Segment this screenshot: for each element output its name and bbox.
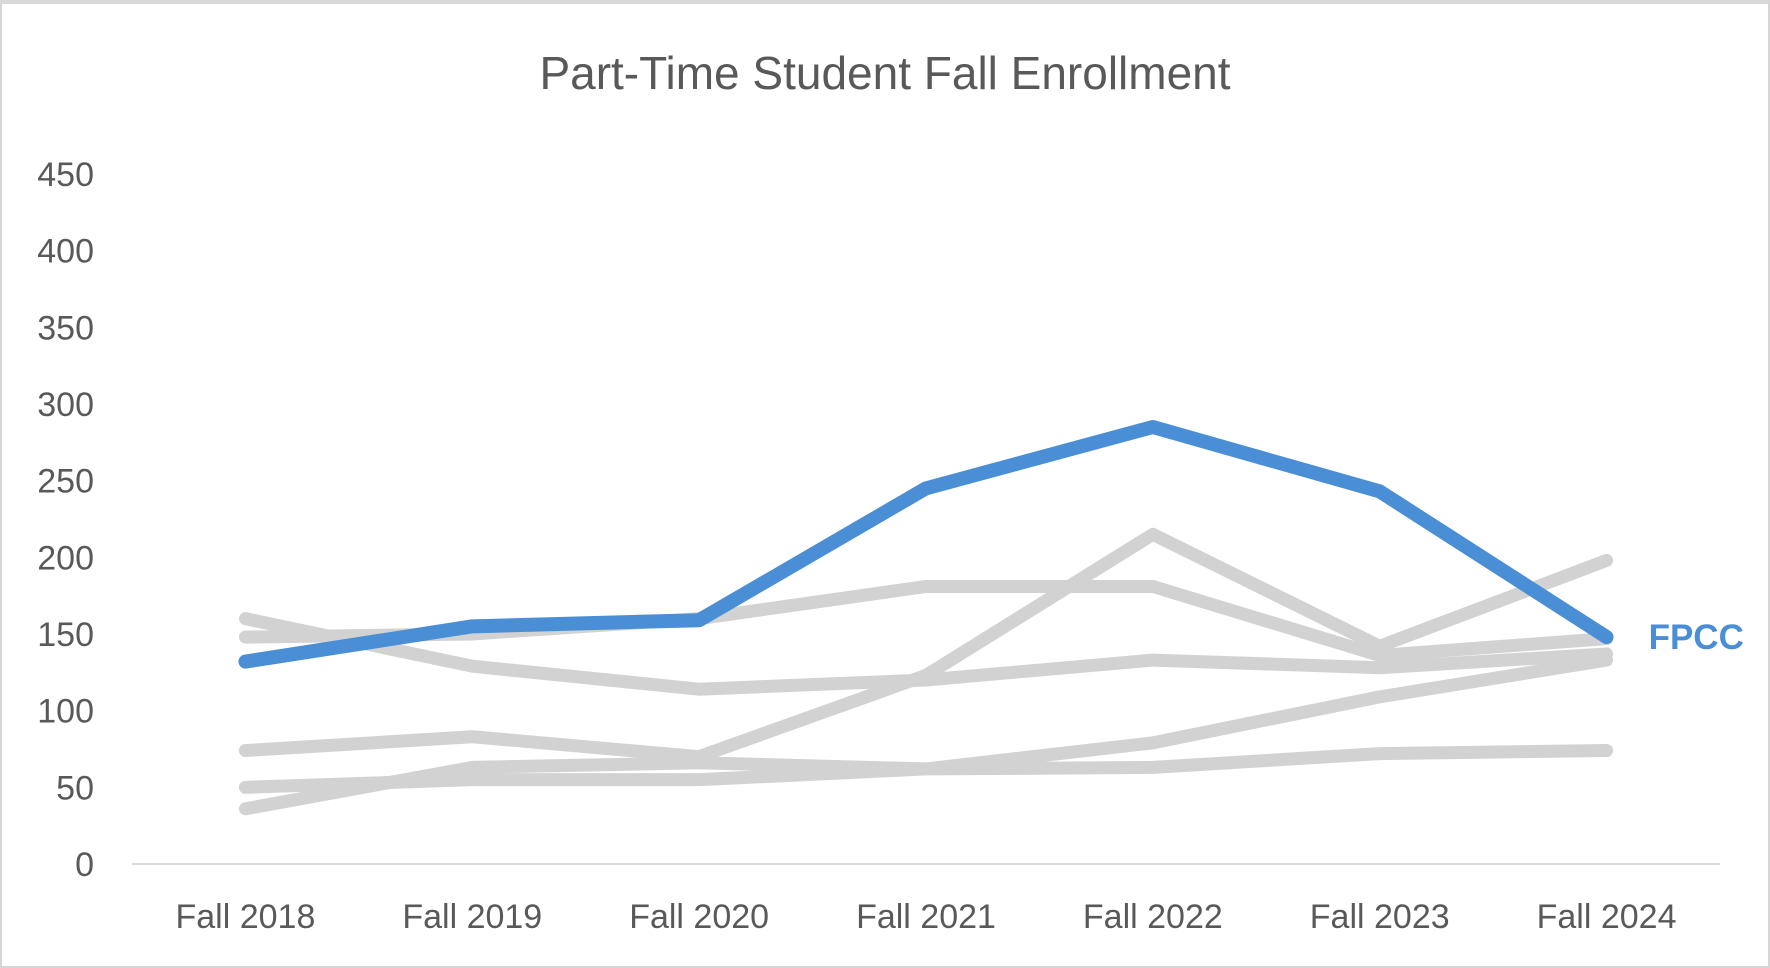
series-line-fpcc [238, 420, 1614, 669]
y-axis-tick-label: 0 [75, 846, 94, 884]
series-line-gray [238, 744, 1614, 816]
y-axis-tick-label: 250 [37, 463, 94, 501]
series-line-gray [238, 579, 1614, 662]
series-line-gray [238, 527, 1614, 764]
y-axis-tick-label: 450 [37, 156, 94, 194]
line-chart-plot-area: 0 50 100 150 200 250 300 350 400 450 Fall 2018 Fall… [37, 156, 1744, 936]
y-axis-tick-label: 150 [37, 616, 94, 654]
y-axis-tick-label: 300 [37, 386, 94, 424]
x-axis-tick-label: Fall 2023 [1310, 898, 1450, 936]
y-axis-tick-label: 400 [37, 233, 94, 271]
x-axis-tick-label: Fall 2020 [629, 898, 769, 936]
y-axis-tick-label: 350 [37, 309, 94, 347]
x-axis-tick-label: Fall 2018 [175, 898, 315, 936]
x-axis-tick-label: Fall 2021 [856, 898, 996, 936]
chart-title: Part-Time Student Fall Enrollment [539, 47, 1231, 99]
x-axis-tick-label: Fall 2024 [1537, 898, 1677, 936]
y-axis-tick-label: 50 [56, 769, 94, 807]
x-axis-tick-label: Fall 2022 [1083, 898, 1223, 936]
x-axis-tick-label: Fall 2019 [402, 898, 542, 936]
series-end-label-fpcc: FPCC [1649, 618, 1744, 657]
y-axis-tick-label: 200 [37, 539, 94, 577]
y-axis-tick-label: 100 [37, 693, 94, 731]
